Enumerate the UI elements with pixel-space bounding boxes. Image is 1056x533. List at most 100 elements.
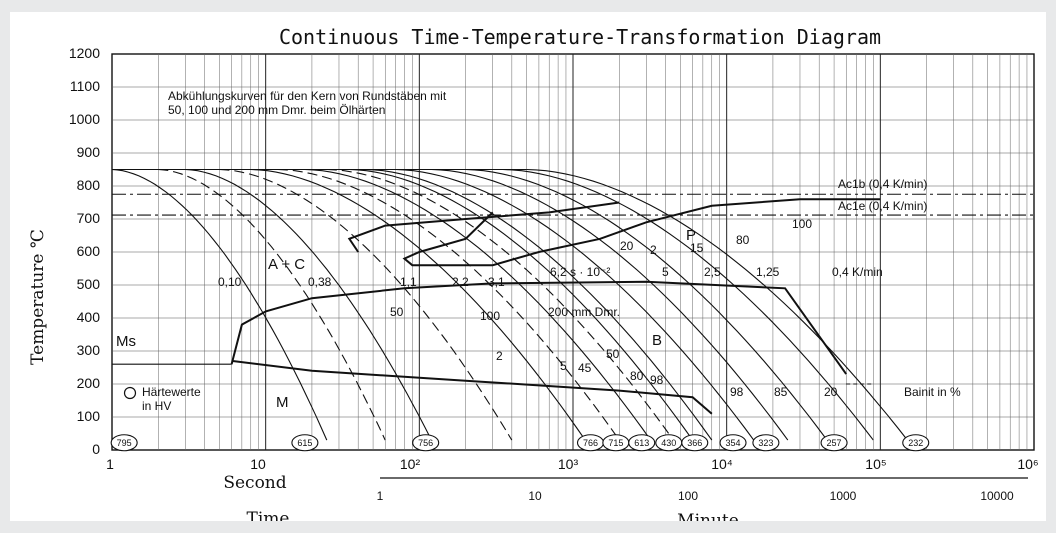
y-tick-label: 800 [77, 177, 101, 193]
x-tick-label: 10⁴ [711, 456, 733, 472]
cooling-rate-label: 0,38 [308, 275, 332, 289]
x-tick-label: 10 [528, 489, 542, 503]
x-tick-labels-second: 1 10 10² 10³ 10⁴ 10⁵ 10⁶ [106, 456, 1039, 472]
hardness-value: 354 [726, 438, 741, 448]
hardness-value: 756 [418, 438, 433, 448]
cooling-curve [502, 168, 874, 441]
y-tick-label: 100 [77, 408, 101, 424]
x-tick-label: 1 [106, 456, 114, 472]
bainite-percent-label: 98 [650, 373, 664, 387]
y-tick-label: 0 [92, 441, 100, 457]
pearlite-percent-label: 5 [662, 265, 669, 279]
bainite-boundary [230, 280, 848, 375]
hardness-value: 766 [583, 438, 598, 448]
cooling-curves [111, 168, 908, 441]
hardness-marker: 715 [602, 434, 630, 452]
hardness-circle-icon [110, 434, 138, 452]
diameter-label: 50 [390, 305, 404, 319]
region-label-ac: A + C [268, 256, 305, 273]
chart-title: Continuous Time-Temperature-Transformati… [279, 25, 881, 49]
cooling-curve [365, 168, 713, 441]
x-tick-label: 10² [400, 456, 421, 472]
hardness-marker: 766 [576, 434, 605, 452]
diameter-label: 100 [480, 309, 500, 323]
region-label-b: B [652, 332, 662, 349]
cooling-rate-label: 1,1 [400, 275, 417, 289]
hardness-value: 257 [827, 438, 842, 448]
cooling-curve [219, 168, 513, 441]
pearlite-percent-label: 15 [690, 241, 704, 255]
pearlite-boundary-start [347, 201, 620, 253]
hardness-value: 795 [117, 438, 132, 448]
hardness-circles: 795 615 756 766 715 613 430 366 354 323 257 232 [110, 434, 930, 452]
cooling-curve [304, 168, 652, 441]
y-tick-label: 700 [77, 210, 101, 226]
hardness-value: 232 [908, 438, 923, 448]
cooling-rate-label: 1,25 [756, 265, 780, 279]
x-tick-label: 10000 [980, 489, 1014, 503]
legend-line1: Härtewerte [142, 385, 201, 399]
y-tick-label: 600 [77, 243, 101, 259]
cooling-curve [465, 168, 828, 441]
ac1b-label: Ac1b (0,4 K/min) [838, 177, 927, 191]
pearlite-percent-label: 2 [650, 243, 657, 257]
bainite-percent-label: 45 [578, 361, 592, 375]
cooling-curve [185, 168, 432, 441]
x-tick-labels-minute: 1 10 100 1000 10000 [377, 489, 1014, 503]
x-axis-label-second: Second [223, 473, 286, 493]
hardness-value: 715 [608, 438, 623, 448]
y-axis-label: Temperature ℃ [28, 229, 48, 365]
bainite-end-boundary [231, 359, 713, 415]
bainite-percent-label: 2 [496, 349, 503, 363]
cct-diagram: 795 615 756 766 715 613 430 366 354 323 257 232 Con… [28, 25, 1039, 521]
diameter-label: 200 mm Dmr. [548, 305, 620, 319]
x-tick-label: 10⁵ [865, 456, 886, 472]
y-tick-label: 200 [77, 375, 101, 391]
x-tick-label: 1 [377, 489, 384, 503]
y-tick-label: 300 [77, 342, 101, 358]
hardness-marker: 323 [752, 434, 780, 452]
hardness-marker: 430 [655, 434, 683, 452]
cooling-curve [250, 168, 586, 441]
bainite-percent-label: 98 [730, 385, 744, 399]
cooling-curve [526, 168, 908, 441]
bainite-percent-label: 20 [824, 385, 838, 399]
cooling-curve [431, 168, 789, 441]
cooling-curve [395, 168, 755, 441]
hardness-value: 615 [297, 438, 312, 448]
y-tick-labels: 0 100 200 300 400 500 600 700 800 900 10… [69, 45, 100, 457]
hardness-value: 366 [687, 438, 702, 448]
x-axis-label-minute: Minute [677, 511, 739, 521]
region-label-ms: Ms [116, 333, 136, 350]
cooling-curve [349, 168, 694, 441]
hardness-marker: 232 [902, 434, 930, 452]
annotation-header-line1: Abkühlungskurven für den Kern von Rundst… [168, 89, 447, 103]
bainite-label: Bainit in % [904, 385, 961, 399]
hardness-circle-icon [752, 434, 780, 452]
hardness-marker: 795 [110, 434, 138, 452]
bainite-percent-label: 5 [560, 359, 567, 373]
region-label-p: P [686, 227, 696, 244]
hardness-marker: 366 [681, 434, 709, 452]
hardness-marker: 257 [820, 434, 848, 452]
x-axis-label-time: Time [247, 509, 290, 521]
hardness-marker: 354 [719, 434, 747, 452]
x-tick-label: 10³ [558, 456, 579, 472]
chart-frame: 795 615 756 766 715 613 430 366 354 323 257 232 Con… [10, 12, 1046, 521]
pearlite-percent-label: 2,5 [704, 265, 721, 279]
hardness-marker: 613 [628, 434, 656, 452]
cooling-rate-label: 6,2 s · 10⁻² [550, 265, 610, 279]
hardness-circle-icon [681, 434, 709, 452]
hardness-marker: 756 [412, 434, 440, 452]
hardness-value: 613 [634, 438, 649, 448]
cooling-curve [111, 168, 328, 441]
pearlite-percent-label: 80 [736, 233, 750, 247]
x-tick-label: 100 [678, 489, 698, 503]
y-tick-label: 900 [77, 144, 101, 160]
cooling-curve [277, 168, 620, 441]
hardness-value: 430 [661, 438, 676, 448]
hardness-circle-icon [628, 434, 656, 452]
legend-circle-icon [123, 386, 137, 400]
pearlite-percent-label: 20 [620, 239, 634, 253]
cooling-curve [158, 168, 386, 441]
